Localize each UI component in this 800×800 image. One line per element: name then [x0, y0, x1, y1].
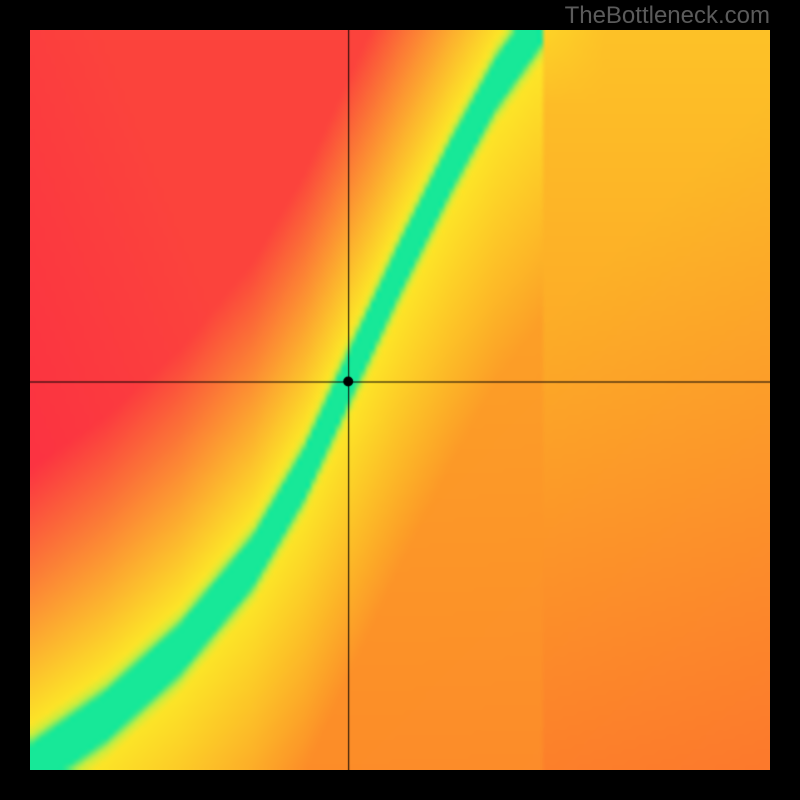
watermark-text: TheBottleneck.com	[565, 2, 770, 30]
bottleneck-heatmap	[30, 30, 770, 770]
chart-container: TheBottleneck.com	[0, 0, 800, 800]
